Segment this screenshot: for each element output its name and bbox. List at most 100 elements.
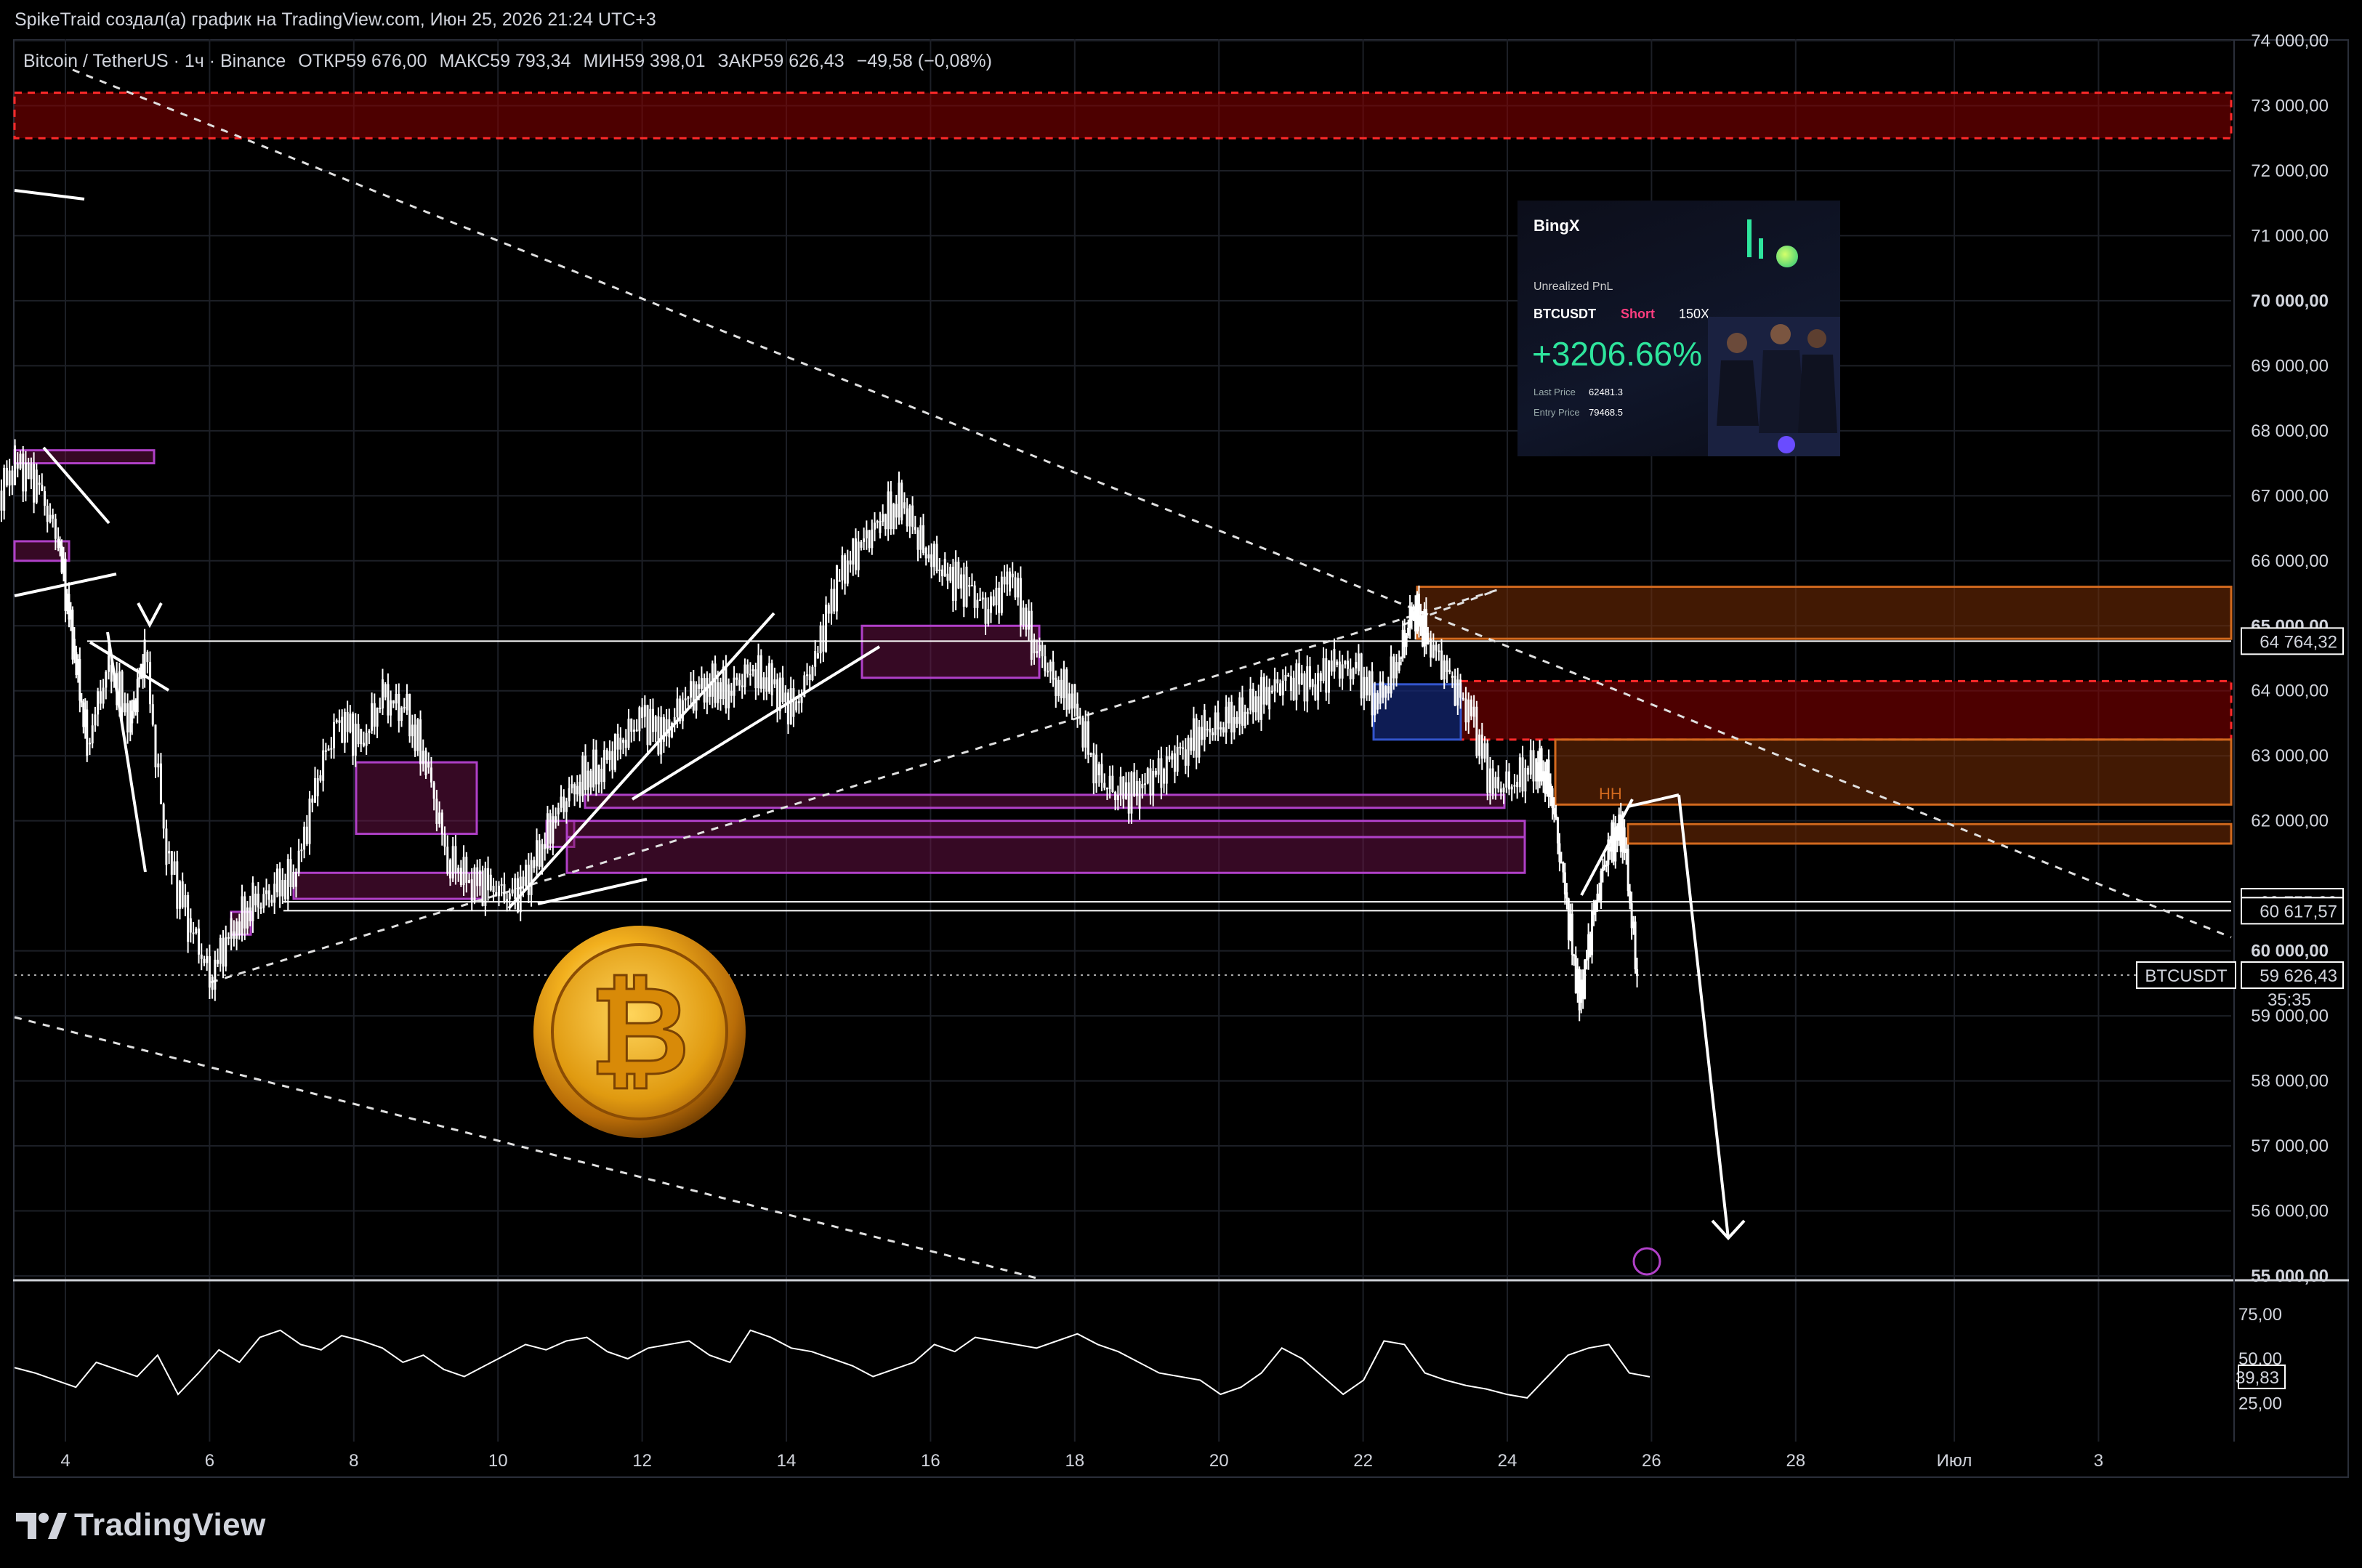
candle-body <box>533 860 536 868</box>
dashed-trendline <box>14 1016 1040 1280</box>
price-label-box <box>2241 961 2344 990</box>
candle-body <box>987 609 990 624</box>
candle-body <box>1634 921 1637 970</box>
candle-body <box>91 725 94 744</box>
candle-body <box>733 677 735 696</box>
candle-body <box>592 749 595 788</box>
candle-body <box>1317 673 1320 700</box>
candle-body <box>1544 771 1547 794</box>
candle-body <box>75 652 78 675</box>
candle-body <box>632 730 635 732</box>
candle-body <box>408 693 411 737</box>
candle-body <box>168 851 171 854</box>
candle-body <box>352 714 355 756</box>
candle-body <box>657 716 660 755</box>
candle-body <box>908 505 911 527</box>
y-tick-label: 63 000,00 <box>2251 746 2329 766</box>
candle-body <box>297 850 300 873</box>
candle-body <box>684 698 687 700</box>
drawing-line <box>1627 793 1680 808</box>
candle-body <box>619 737 622 750</box>
candle-body <box>816 653 819 658</box>
candle-body <box>1303 673 1306 702</box>
candle-body <box>1168 756 1171 760</box>
candle-body <box>387 684 390 716</box>
candle-body <box>1081 717 1084 748</box>
candle-body <box>1127 782 1130 814</box>
candle-body <box>1480 734 1483 759</box>
symbol-info-line[interactable]: Bitcoin / TetherUS · 1ч · Binance ОТКР59… <box>23 51 999 72</box>
candle-body <box>671 723 674 737</box>
candle-body <box>1438 650 1440 652</box>
candle-body <box>1475 706 1478 756</box>
candle-body <box>49 514 52 522</box>
candle-body <box>102 687 105 704</box>
candle-body <box>1612 822 1615 862</box>
red-zone <box>1459 679 2233 741</box>
candle-body <box>616 733 619 750</box>
candle-body <box>906 508 908 527</box>
candle-body <box>770 663 773 695</box>
candle-body <box>11 470 14 485</box>
candle-body <box>786 692 789 724</box>
candle-body <box>871 529 874 549</box>
candle-body <box>1022 607 1025 626</box>
candle-body <box>762 677 765 689</box>
x-tick-label: 12 <box>632 1451 652 1471</box>
candle-body <box>1456 679 1459 706</box>
candle-body <box>1308 666 1311 687</box>
candle-body <box>184 894 187 908</box>
candle-body <box>1416 594 1419 631</box>
candle-body <box>1384 686 1387 698</box>
candle-body <box>1629 891 1632 904</box>
candle-body <box>84 709 86 727</box>
candle-body <box>1179 746 1182 748</box>
candle-body <box>814 650 817 667</box>
candle-body <box>457 868 460 873</box>
candle-body <box>157 763 160 768</box>
candle-body <box>1281 680 1284 695</box>
candle-body <box>968 585 971 587</box>
candle-body <box>346 711 349 732</box>
candle-body <box>1601 866 1604 871</box>
candle-body <box>1182 747 1185 749</box>
candle-body <box>189 918 192 933</box>
candle-body <box>1558 843 1561 862</box>
x-tick-label: Июл <box>1937 1451 1972 1471</box>
rsi-tick-label: 75,00 <box>2238 1305 2282 1325</box>
candle-body <box>759 655 762 689</box>
candle-body <box>362 743 365 746</box>
candle-body <box>27 462 30 480</box>
candle-body <box>603 750 606 783</box>
symbol-name[interactable]: Bitcoin / TetherUS · 1ч · Binance <box>23 51 286 71</box>
candle-body <box>530 860 533 895</box>
candle-body <box>1419 615 1422 627</box>
purple-zone <box>13 449 156 465</box>
candle-body <box>1470 699 1472 716</box>
candle-body <box>294 872 297 887</box>
candle-body <box>1144 783 1147 785</box>
candle-body <box>1574 955 1577 993</box>
candle-body <box>1392 656 1395 679</box>
candle-body <box>949 567 952 581</box>
candle-body <box>1114 792 1117 801</box>
candle-body <box>273 884 276 903</box>
candle-body <box>1244 711 1246 726</box>
candle-body <box>438 812 441 824</box>
y-tick-label: 68 000,00 <box>2251 421 2329 441</box>
candle-body <box>676 698 679 717</box>
candle-body <box>1014 577 1017 598</box>
x-tick-label: 18 <box>1065 1451 1084 1471</box>
candle-body <box>432 782 435 799</box>
candle-body <box>392 700 395 704</box>
candle-body <box>1084 721 1087 748</box>
candle-body <box>1565 892 1568 899</box>
candle-body <box>879 521 882 533</box>
candle-body <box>1421 615 1424 647</box>
candle-body <box>38 482 41 485</box>
candle-body <box>443 834 446 847</box>
bingx-deco-dot <box>1776 246 1798 267</box>
candle-body <box>86 709 89 756</box>
candle-body <box>424 751 427 775</box>
